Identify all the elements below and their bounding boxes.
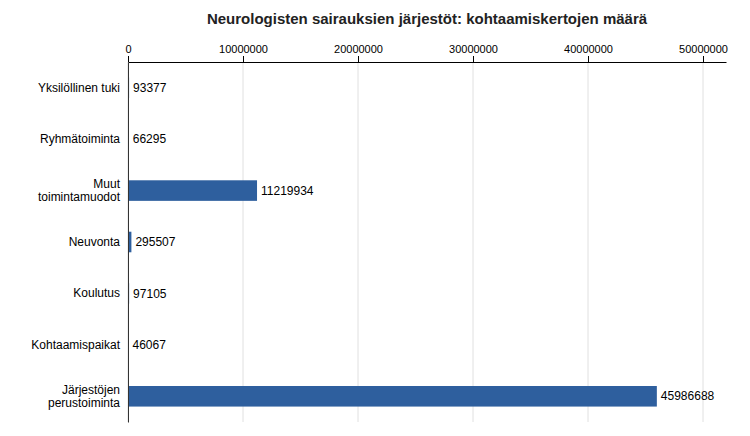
tick: Yksilöllinen tuki	[38, 81, 128, 95]
tick-mark	[358, 56, 359, 62]
x-axis: 0 10000000 20000000 30000000 40000000 5000000…	[125, 43, 728, 63]
tick-label: 30000000	[449, 43, 498, 55]
grid-line	[588, 62, 589, 422]
tick: Ryhmätoiminta	[40, 132, 128, 146]
grid-line	[703, 62, 704, 422]
axis-line	[128, 63, 129, 423]
tick: 20000000	[334, 43, 383, 62]
tick: Neuvonta	[69, 235, 128, 249]
tick-label: Ryhmätoiminta	[40, 132, 120, 146]
data-labels: 93377 66295 11219934 295507 97105 46067 459866…	[133, 81, 715, 404]
tick-label-line: toimintamuodot	[38, 190, 121, 204]
data-label: 97105	[133, 287, 167, 301]
data-label: 45986688	[661, 389, 715, 403]
tick: 10000000	[219, 43, 268, 62]
tick-mark	[128, 56, 129, 62]
tick: 0	[125, 43, 131, 62]
tick-label: Järjestöjenperustoiminta	[48, 383, 120, 410]
tick-label-line: Kohtaamispaikat	[31, 338, 120, 352]
tick-mark	[588, 56, 589, 62]
tick-label-line: Neuvonta	[69, 235, 121, 249]
tick-mark	[473, 56, 474, 62]
tick-mark	[703, 56, 704, 62]
tick-label-line: Koulutus	[73, 286, 120, 300]
tick-label: 10000000	[219, 43, 268, 55]
bar	[128, 386, 657, 407]
tick-label-line: Yksilöllinen tuki	[38, 81, 120, 95]
grid-line	[473, 62, 474, 422]
tick: 40000000	[564, 43, 613, 62]
plot-area: 93377 66295 11219934 295507 97105 46067 459866…	[31, 43, 728, 423]
tick-label: 40000000	[564, 43, 613, 55]
tick: 50000000	[679, 43, 728, 62]
tick-mark	[243, 56, 244, 62]
bars	[128, 77, 657, 406]
tick-label-line: Ryhmätoiminta	[40, 132, 120, 146]
title: Neurologisten sairauksien järjestöt: koh…	[207, 10, 648, 27]
bar	[128, 180, 257, 201]
tick-label: Kohtaamispaikat	[31, 338, 120, 352]
tick-label-line: perustoiminta	[48, 396, 120, 410]
tick: Järjestöjenperustoiminta	[48, 383, 128, 410]
grid-line	[358, 62, 359, 422]
tick: 30000000	[449, 43, 498, 62]
grid	[128, 62, 703, 422]
y-axis: Yksilöllinen tuki Ryhmätoiminta Muuttoimin…	[31, 63, 128, 423]
tick-label: Muuttoimintamuodot	[38, 177, 121, 204]
axis-line	[129, 62, 727, 63]
tick: Koulutus	[73, 286, 128, 300]
grid-line	[243, 62, 244, 422]
tick-label: 20000000	[334, 43, 383, 55]
data-label: 295507	[135, 235, 175, 249]
tick-label: Koulutus	[73, 286, 120, 300]
tick-label-line: Järjestöjen	[62, 383, 120, 397]
chart: Neurologisten sairauksien järjestöt: koh…	[0, 0, 750, 436]
data-label: 46067	[133, 338, 167, 352]
tick-label: Neuvonta	[69, 235, 121, 249]
grid-line	[128, 62, 129, 422]
tick: Kohtaamispaikat	[31, 338, 128, 352]
tick-label: 50000000	[679, 43, 728, 55]
data-label: 93377	[133, 81, 167, 95]
tick-label: 0	[125, 43, 131, 55]
data-label: 66295	[133, 132, 167, 146]
data-label: 11219934	[261, 184, 314, 198]
tick: Muuttoimintamuodot	[38, 177, 128, 204]
tick-label-line: Muut	[93, 177, 120, 191]
tick-label: Yksilöllinen tuki	[38, 81, 120, 95]
